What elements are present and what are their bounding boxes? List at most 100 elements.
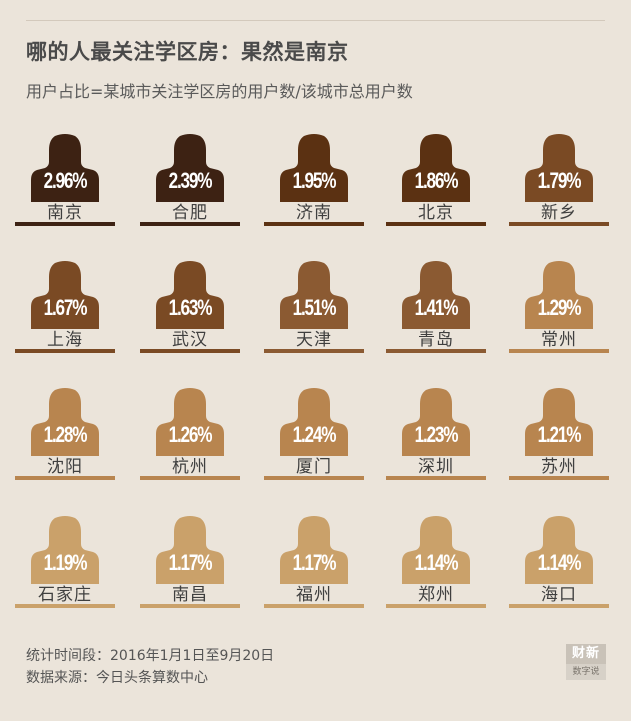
value-label: 1.17% bbox=[292, 550, 337, 575]
person-shape bbox=[280, 516, 348, 584]
footer-period: 统计时间段：2016年1月1日至9月20日 bbox=[26, 648, 275, 664]
person-icon bbox=[156, 261, 224, 329]
value-label: 1.14% bbox=[537, 550, 582, 575]
chart-subtitle: 用户占比=某城市关注学区房的用户数/该城市总用户数 bbox=[26, 82, 413, 101]
pictogram-item: 1.14% 海口 bbox=[509, 514, 609, 624]
pictogram-item: 2.39% 合肥 bbox=[140, 132, 240, 242]
person-icon bbox=[31, 134, 99, 202]
city-label: 新乡 bbox=[541, 203, 577, 223]
city-label: 济南 bbox=[296, 203, 332, 223]
person-shape bbox=[402, 388, 470, 456]
pictogram-item: 1.17% 福州 bbox=[264, 514, 364, 624]
person-shape bbox=[156, 261, 224, 329]
person-shape bbox=[31, 516, 99, 584]
city-underline bbox=[264, 476, 364, 480]
pictogram-item: 1.95% 济南 bbox=[264, 132, 364, 242]
city-underline bbox=[509, 222, 609, 226]
person-icon bbox=[156, 388, 224, 456]
city-underline bbox=[509, 349, 609, 353]
pictogram-item: 1.51% 天津 bbox=[264, 259, 364, 369]
pictogram-item: 1.24% 厦门 bbox=[264, 386, 364, 496]
value-label: 1.14% bbox=[414, 550, 459, 575]
pictogram-item: 1.63% 武汉 bbox=[140, 259, 240, 369]
value-label: 1.41% bbox=[414, 295, 459, 320]
pictogram-item: 1.23% 深圳 bbox=[386, 386, 486, 496]
city-label: 杭州 bbox=[172, 457, 208, 477]
city-label: 福州 bbox=[296, 585, 332, 605]
pictogram-item: 1.17% 南昌 bbox=[140, 514, 240, 624]
person-icon bbox=[402, 134, 470, 202]
pictogram-item: 1.28% 沈阳 bbox=[15, 386, 115, 496]
city-underline bbox=[509, 604, 609, 608]
person-icon bbox=[280, 134, 348, 202]
pictogram-item: 1.41% 青岛 bbox=[386, 259, 486, 369]
city-label: 武汉 bbox=[172, 330, 208, 350]
person-shape bbox=[280, 261, 348, 329]
city-label: 厦门 bbox=[296, 457, 332, 477]
person-shape bbox=[280, 388, 348, 456]
pictogram-item: 1.21% 苏州 bbox=[509, 386, 609, 496]
value-label: 2.39% bbox=[168, 168, 213, 193]
city-label: 青岛 bbox=[418, 330, 454, 350]
person-shape bbox=[156, 388, 224, 456]
person-icon bbox=[280, 261, 348, 329]
value-label: 1.79% bbox=[537, 168, 582, 193]
city-underline bbox=[15, 349, 115, 353]
person-shape bbox=[525, 134, 593, 202]
city-label: 深圳 bbox=[418, 457, 454, 477]
city-underline bbox=[264, 604, 364, 608]
value-label: 2.96% bbox=[43, 168, 88, 193]
city-label: 郑州 bbox=[418, 585, 454, 605]
city-underline bbox=[15, 604, 115, 608]
person-shape bbox=[31, 261, 99, 329]
city-label: 南京 bbox=[47, 203, 83, 223]
city-label: 南昌 bbox=[172, 585, 208, 605]
pictogram-item: 1.26% 杭州 bbox=[140, 386, 240, 496]
city-label: 海口 bbox=[541, 585, 577, 605]
person-icon bbox=[156, 516, 224, 584]
city-underline bbox=[386, 604, 486, 608]
city-underline bbox=[15, 222, 115, 226]
person-shape bbox=[402, 261, 470, 329]
city-underline bbox=[509, 476, 609, 480]
city-underline bbox=[264, 349, 364, 353]
city-underline bbox=[386, 222, 486, 226]
value-label: 1.23% bbox=[414, 422, 459, 447]
person-icon bbox=[402, 388, 470, 456]
city-underline bbox=[386, 349, 486, 353]
value-label: 1.63% bbox=[168, 295, 213, 320]
person-icon bbox=[31, 261, 99, 329]
city-label: 北京 bbox=[418, 203, 454, 223]
value-label: 1.86% bbox=[414, 168, 459, 193]
person-icon bbox=[156, 134, 224, 202]
city-label: 上海 bbox=[47, 330, 83, 350]
pictogram-item: 1.67% 上海 bbox=[15, 259, 115, 369]
chart-title: 哪的人最关注学区房：果然是南京 bbox=[26, 40, 349, 64]
city-underline bbox=[15, 476, 115, 480]
value-label: 1.17% bbox=[168, 550, 213, 575]
city-underline bbox=[140, 349, 240, 353]
top-divider bbox=[26, 20, 605, 21]
value-label: 1.21% bbox=[537, 422, 582, 447]
logo-line1: 财新 bbox=[566, 644, 606, 664]
city-label: 沈阳 bbox=[47, 457, 83, 477]
person-shape bbox=[402, 134, 470, 202]
person-shape bbox=[525, 388, 593, 456]
person-icon bbox=[525, 261, 593, 329]
person-shape bbox=[31, 134, 99, 202]
person-icon bbox=[402, 516, 470, 584]
person-shape bbox=[525, 261, 593, 329]
value-label: 1.67% bbox=[43, 295, 88, 320]
person-icon bbox=[31, 388, 99, 456]
pictogram-item: 1.29% 常州 bbox=[509, 259, 609, 369]
city-underline bbox=[386, 476, 486, 480]
value-label: 1.19% bbox=[43, 550, 88, 575]
city-underline bbox=[140, 222, 240, 226]
footer-source: 数据来源：今日头条算数中心 bbox=[26, 670, 208, 686]
pictogram-item: 1.79% 新乡 bbox=[509, 132, 609, 242]
pictogram-item: 1.14% 郑州 bbox=[386, 514, 486, 624]
pictogram-item: 2.96% 南京 bbox=[15, 132, 115, 242]
person-icon bbox=[525, 388, 593, 456]
value-label: 1.95% bbox=[292, 168, 337, 193]
